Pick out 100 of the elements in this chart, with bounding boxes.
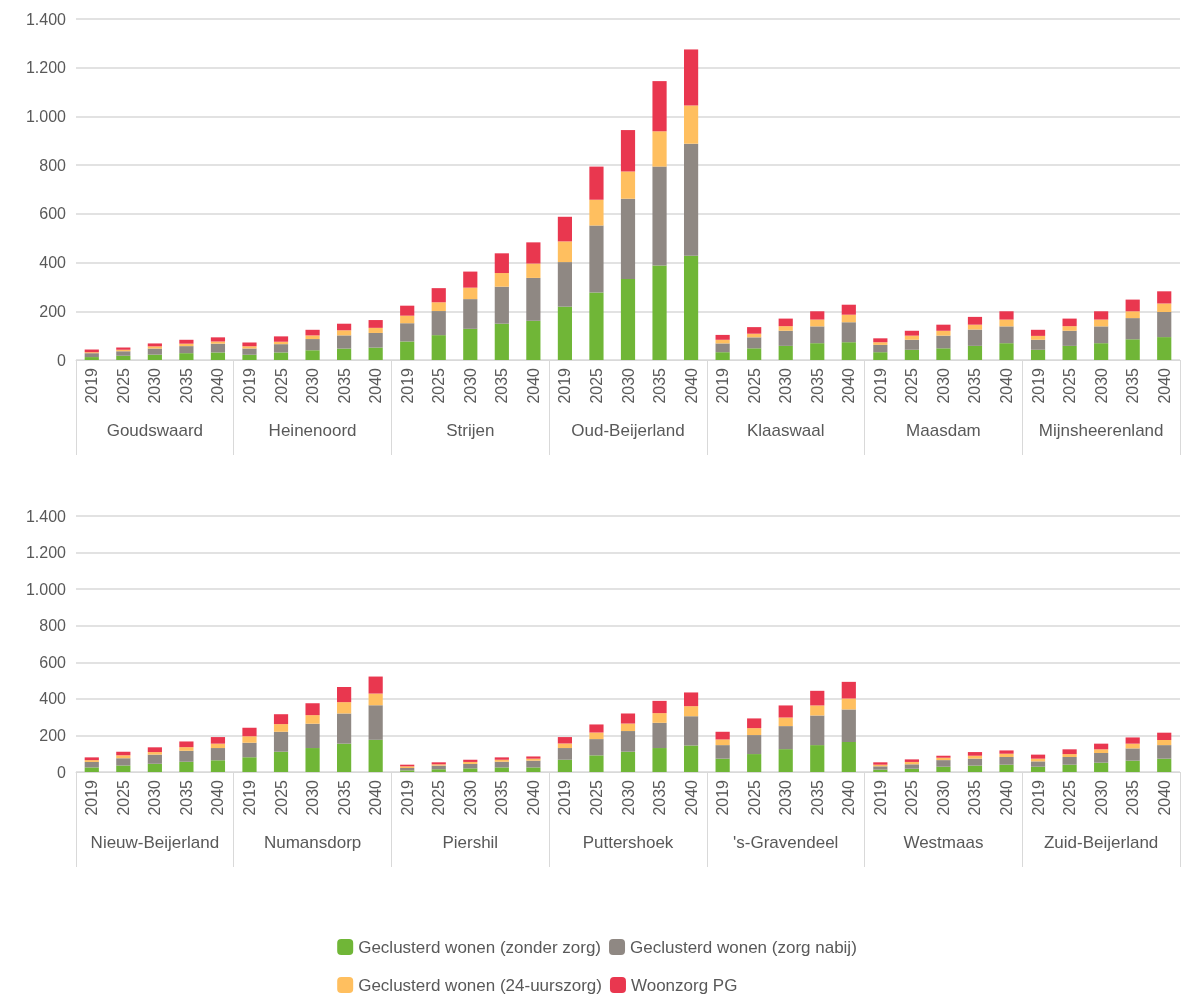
x-tick-label: 2030	[777, 779, 795, 816]
bar	[1062, 749, 1077, 755]
bar	[463, 328, 478, 360]
bar	[337, 743, 352, 772]
y-tick-label: 400	[39, 254, 67, 272]
x-tick-label: 2019	[398, 367, 416, 404]
text: Puttershoek	[582, 833, 674, 852]
bar	[904, 335, 919, 340]
bar	[179, 761, 194, 772]
legend-label: Geclusterd wonen (zonder zorg)	[358, 937, 602, 957]
bar	[1030, 339, 1046, 350]
bar	[494, 273, 509, 287]
text: Numansdorp	[263, 833, 362, 852]
bar	[179, 747, 194, 751]
legend-label: Geclusterd wonen (zorg nabij)	[630, 937, 857, 957]
bar	[936, 766, 951, 772]
x-tick-label: 2019	[871, 779, 889, 816]
x-tick-label: 2025	[587, 779, 605, 816]
bar	[400, 341, 415, 360]
bar	[810, 343, 825, 360]
bar	[273, 352, 289, 360]
y-tick-label: 0	[57, 351, 67, 369]
y-tick-label: 600	[39, 205, 67, 223]
x-tick-label: 2025	[114, 367, 132, 404]
bar	[84, 761, 99, 768]
y-tick-label: 200	[39, 726, 67, 744]
bar	[620, 723, 636, 732]
bar	[936, 330, 951, 336]
bar	[652, 81, 667, 132]
text: Goudswaard	[106, 421, 204, 440]
x-tick-label: 2030	[1092, 779, 1110, 816]
bar	[305, 715, 320, 724]
bar	[210, 737, 226, 744]
bar	[557, 759, 573, 772]
bar	[242, 342, 257, 347]
bar	[463, 287, 478, 300]
text: Westmaas	[903, 833, 984, 852]
bar	[273, 336, 289, 342]
x-tick-label: 2025	[272, 367, 290, 404]
bar	[368, 676, 383, 694]
bar	[1062, 754, 1077, 758]
bar	[841, 304, 856, 315]
bar	[368, 347, 383, 360]
bar	[116, 755, 131, 759]
bar	[179, 339, 194, 344]
bar	[400, 305, 415, 316]
text: Piershil	[442, 833, 499, 852]
bar	[273, 731, 289, 752]
bar	[873, 352, 888, 360]
x-tick-label: 2025	[1061, 367, 1079, 404]
x-tick-label: 2035	[651, 367, 669, 404]
bar	[1157, 758, 1172, 772]
bar	[147, 354, 162, 360]
bar	[620, 751, 636, 772]
bar	[652, 700, 667, 714]
bar	[967, 758, 983, 766]
bar	[526, 242, 541, 264]
x-tick-label: 2030	[146, 367, 164, 404]
bar	[1125, 318, 1140, 340]
x-tick-label: 2040	[840, 779, 858, 816]
y-tick-label: 200	[39, 302, 67, 320]
bar	[967, 329, 983, 346]
x-tick-label: 2025	[903, 779, 921, 816]
bar	[841, 322, 856, 343]
bar	[683, 105, 699, 144]
bar	[305, 335, 320, 340]
bar	[1062, 330, 1077, 346]
bar	[999, 311, 1014, 320]
x-tick-label: 2035	[808, 779, 826, 816]
x-tick-label: 2025	[1061, 779, 1079, 816]
bar	[747, 718, 762, 729]
bar	[147, 747, 162, 753]
x-tick-label: 2040	[1155, 779, 1173, 816]
x-tick-label: 2030	[304, 779, 322, 816]
bar	[589, 292, 604, 360]
x-tick-label: 2030	[304, 367, 322, 404]
x-tick-label: 2030	[619, 367, 637, 404]
x-tick-label: 2030	[934, 367, 952, 404]
bar	[337, 702, 352, 714]
bar	[1062, 757, 1077, 765]
bar	[526, 320, 541, 360]
x-tick-label: 2019	[240, 367, 258, 404]
x-tick-label: 2025	[272, 779, 290, 816]
text: 's-Gravendeel	[733, 833, 839, 852]
bar	[683, 706, 699, 717]
bar	[557, 241, 573, 263]
bar	[683, 255, 699, 360]
x-tick-label: 2040	[209, 779, 227, 816]
bar	[620, 130, 636, 172]
x-tick-label: 2040	[840, 367, 858, 404]
bar	[936, 335, 951, 349]
x-tick-label: 2030	[1092, 367, 1110, 404]
bar	[589, 724, 604, 733]
bar	[305, 703, 320, 716]
bar	[904, 330, 919, 336]
bar	[683, 143, 699, 256]
x-tick-label: 2025	[430, 779, 448, 816]
text: Nieuw-Beijerland	[90, 833, 220, 852]
bar	[1125, 299, 1140, 312]
bar	[1157, 732, 1172, 740]
